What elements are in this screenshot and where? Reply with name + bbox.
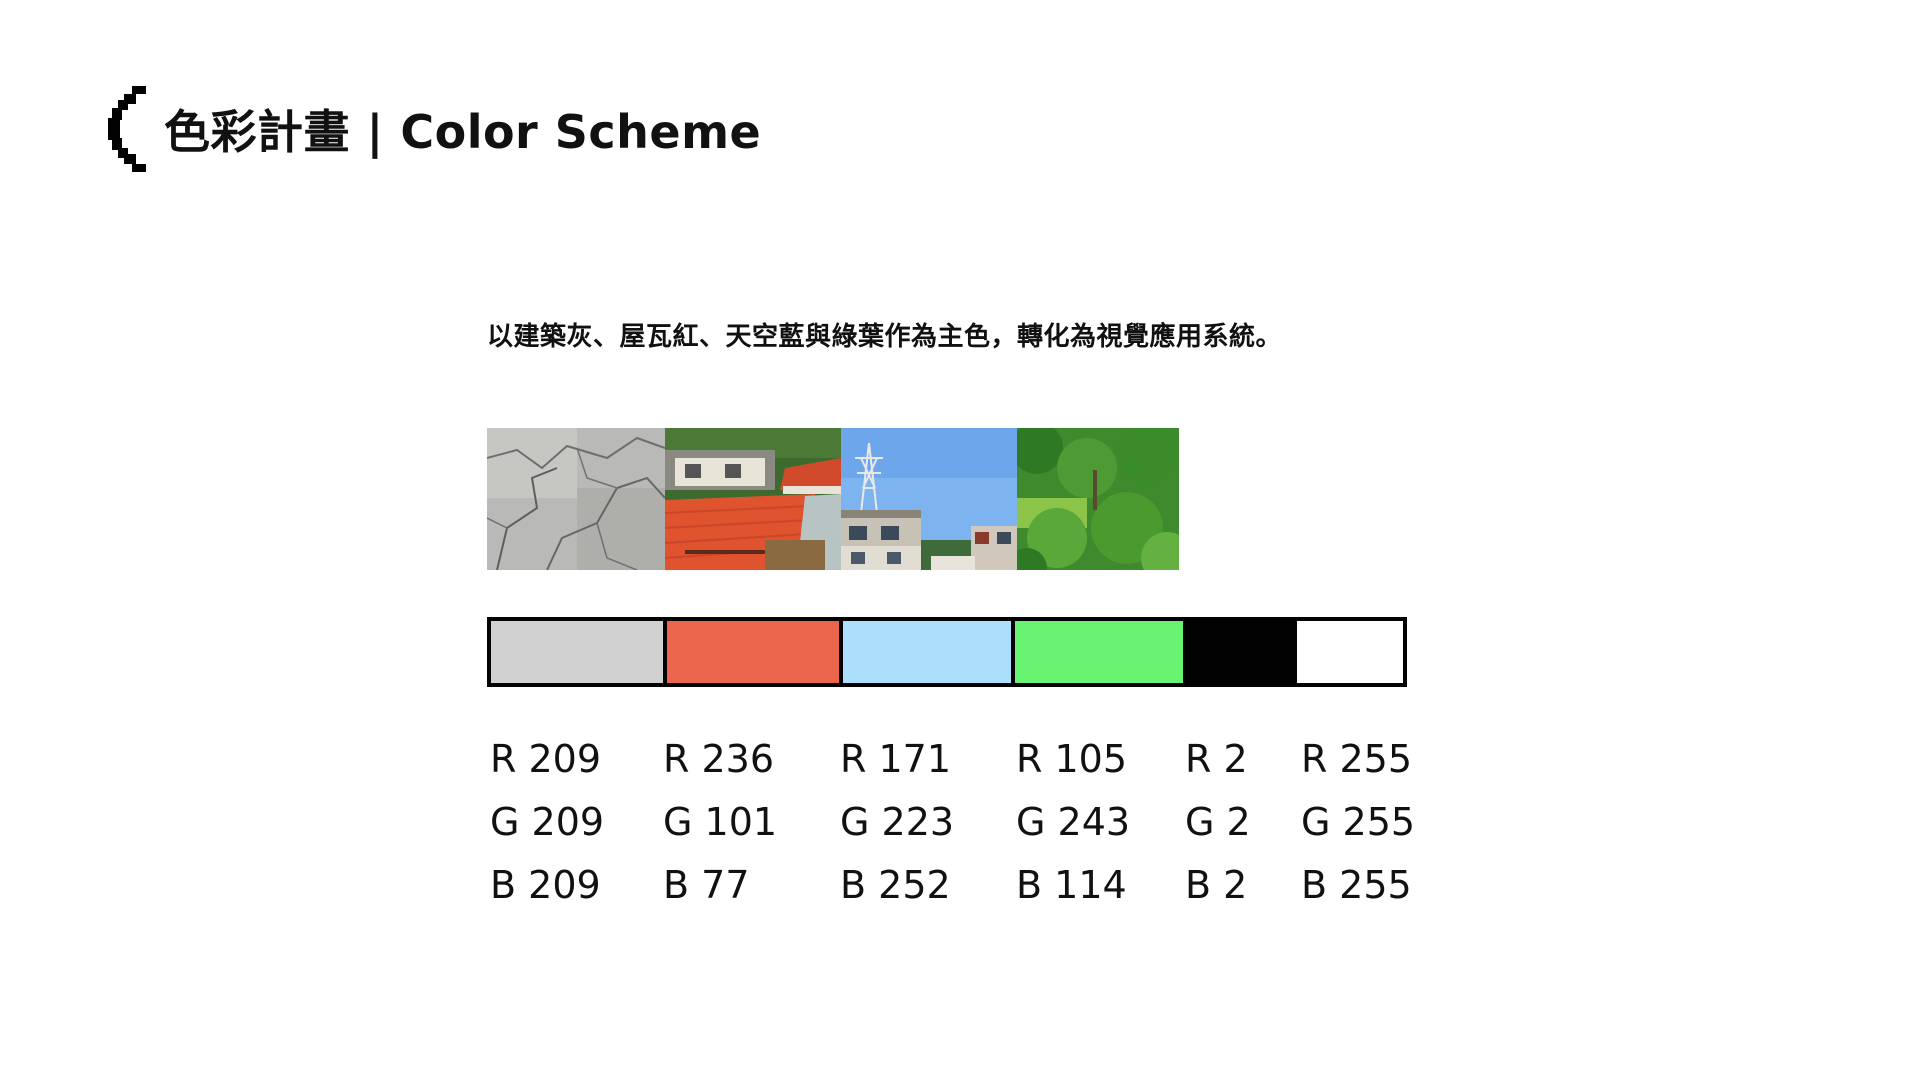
red-value: R 171 <box>840 737 952 781</box>
green-trees-photo <box>1017 428 1179 570</box>
scheme-description: 以建築灰、屋瓦紅、天空藍與綠葉作為主色，轉化為視覺應用系統。 <box>487 322 1283 352</box>
color-swatch-bar <box>487 617 1407 687</box>
swatch-black <box>1183 621 1297 683</box>
swatch-white <box>1297 621 1403 683</box>
green-value: G 2 <box>1185 800 1251 844</box>
page-title: 色彩計畫 | Color Scheme <box>164 105 762 159</box>
red-value: R 209 <box>490 737 602 781</box>
blue-value: B 2 <box>1185 863 1248 907</box>
blue-value: B 77 <box>663 863 750 907</box>
rgb-column-black: R 2 G 2 B 2 <box>1185 728 1251 917</box>
rgb-column-white: R 255 G 255 B 255 <box>1301 728 1415 917</box>
swatch-leaf-green <box>1011 621 1183 683</box>
green-value: G 223 <box>840 800 955 844</box>
photo-strip <box>487 428 1179 570</box>
blue-sky-tower-photo <box>841 428 1017 570</box>
blue-value: B 255 <box>1301 863 1412 907</box>
green-value: G 209 <box>490 800 605 844</box>
blue-value: B 114 <box>1016 863 1127 907</box>
rgb-column-grey: R 209 G 209 B 209 <box>490 728 604 917</box>
rgb-column-red: R 236 G 101 B 77 <box>663 728 777 917</box>
red-roof-photo <box>665 428 841 570</box>
blue-value: B 252 <box>840 863 951 907</box>
red-value: R 255 <box>1301 737 1413 781</box>
page-header: 色彩計畫 | Color Scheme <box>108 86 761 172</box>
rgb-column-green: R 105 G 243 B 114 <box>1016 728 1130 917</box>
red-value: R 236 <box>663 737 775 781</box>
red-value: R 105 <box>1016 737 1128 781</box>
swatch-building-grey <box>491 621 663 683</box>
rgb-column-blue: R 171 G 223 B 252 <box>840 728 954 917</box>
swatch-sky-blue <box>839 621 1011 683</box>
blue-value: B 209 <box>490 863 601 907</box>
bracket-logo-icon <box>108 86 146 172</box>
green-value: G 243 <box>1016 800 1131 844</box>
concrete-wall-photo <box>487 428 665 570</box>
red-value: R 2 <box>1185 737 1248 781</box>
green-value: G 101 <box>663 800 778 844</box>
swatch-roof-red <box>663 621 839 683</box>
green-value: G 255 <box>1301 800 1416 844</box>
